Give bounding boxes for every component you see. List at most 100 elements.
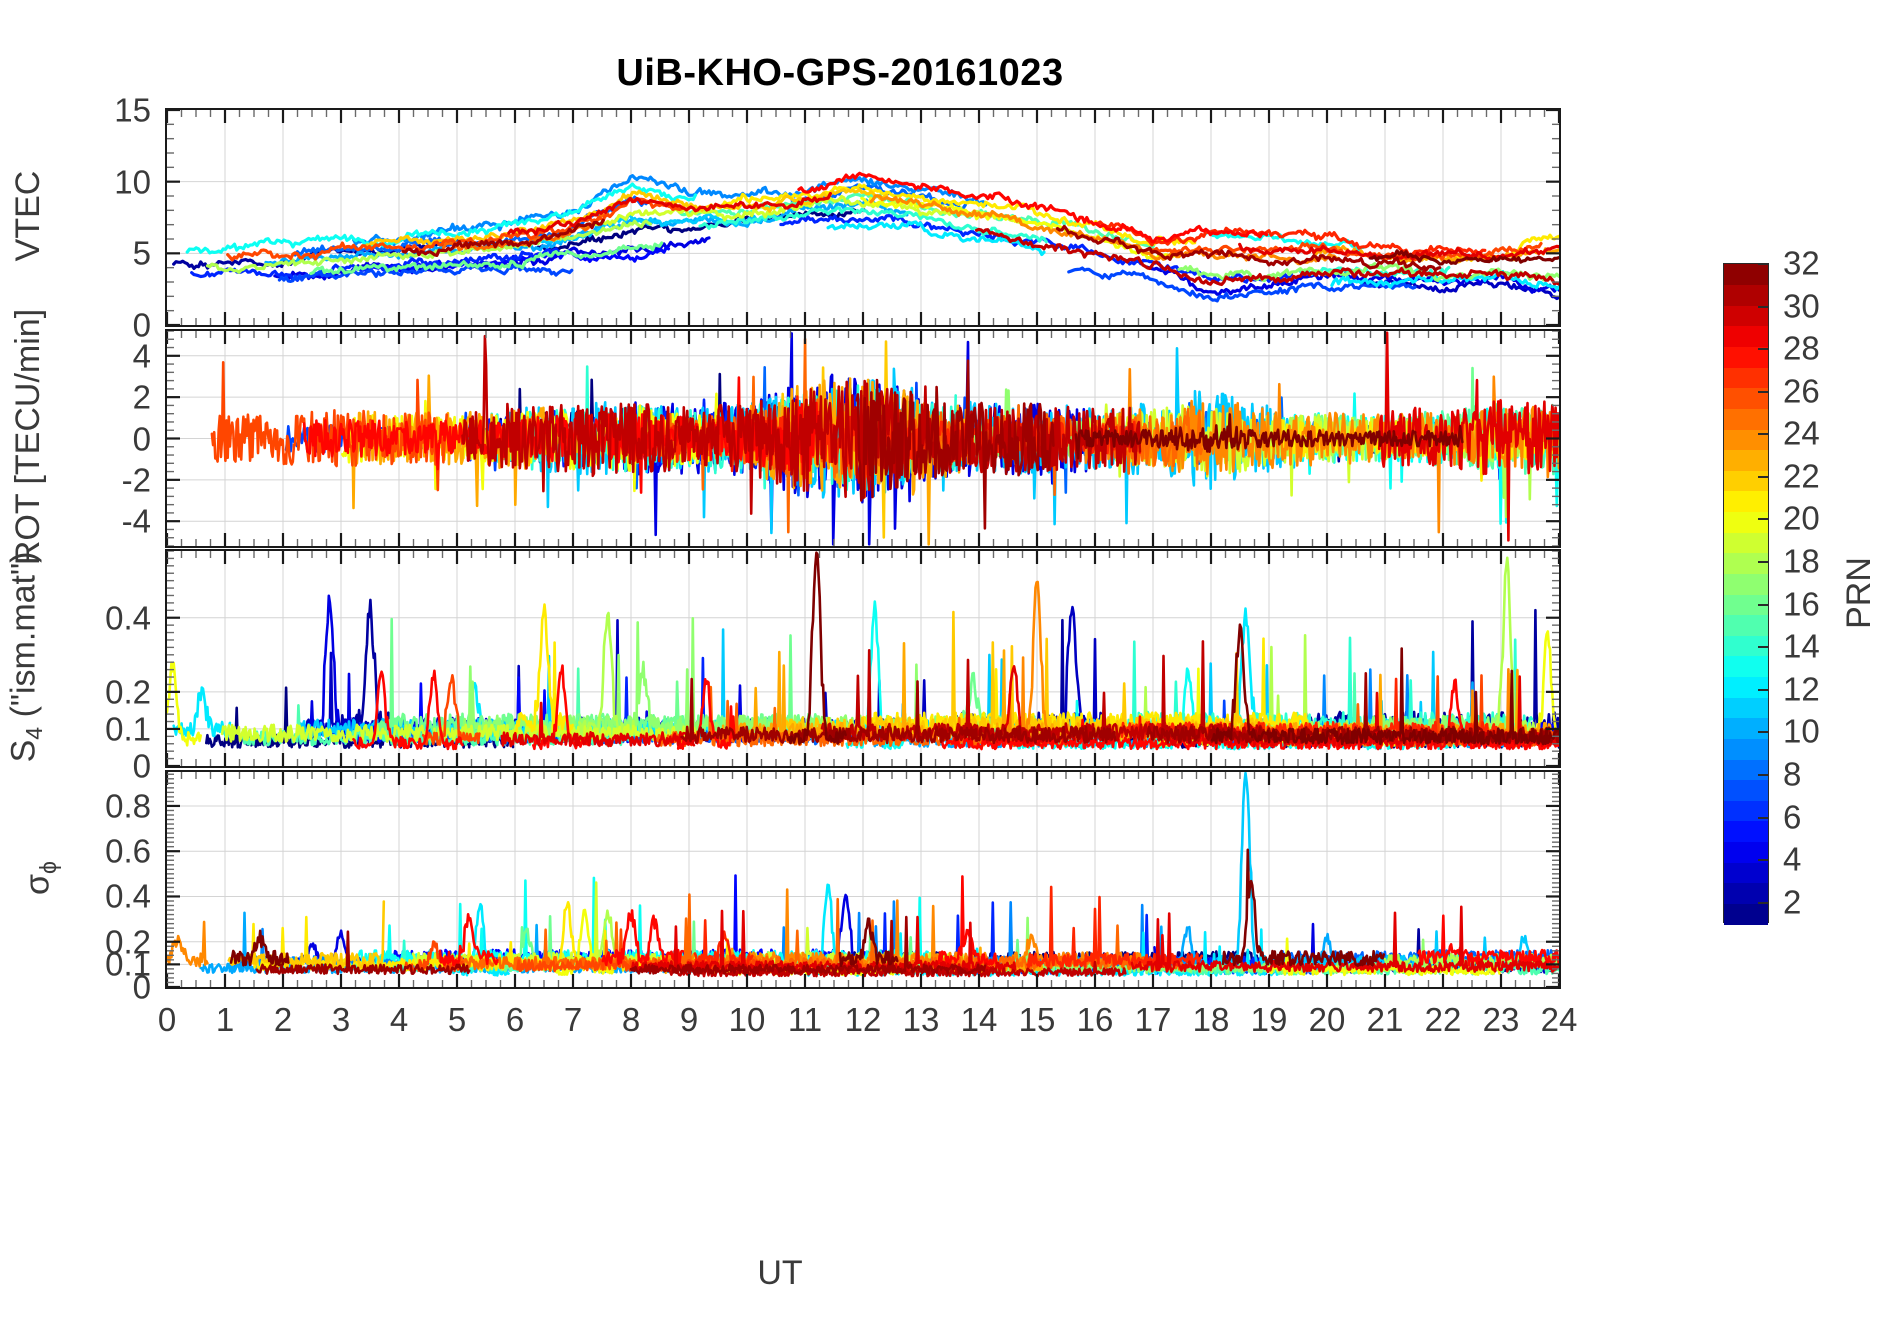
- y-tick-sigma_phi-2: 0.2: [105, 923, 151, 961]
- x-tick-11: 11: [787, 1001, 823, 1038]
- colorbar-segment-3: [1724, 862, 1768, 884]
- series-prn-31: [855, 359, 1055, 530]
- colorbar-segment-13: [1724, 655, 1768, 678]
- colorbar-segment-21: [1724, 490, 1768, 513]
- x-axis-label: UT: [757, 1254, 803, 1292]
- colorbar-label-2: 2: [1783, 883, 1802, 921]
- colorbar-label-28: 28: [1783, 329, 1820, 367]
- colorbar-segment-2: [1724, 882, 1768, 904]
- y-tick-rot-0: -4: [121, 502, 151, 540]
- x-tick-16: 16: [1076, 1001, 1114, 1038]
- colorbar-label-24: 24: [1783, 414, 1820, 452]
- x-tick-22: 22: [1424, 1001, 1462, 1038]
- colorbar-segment-12: [1724, 676, 1768, 698]
- colorbar-label-18: 18: [1783, 542, 1820, 580]
- x-tick-9: 9: [679, 1001, 699, 1038]
- colorbar-segment-18: [1724, 552, 1768, 574]
- colorbar-segment-11: [1724, 697, 1768, 719]
- x-tick-0: 0: [157, 1001, 177, 1038]
- figure-title: UiB-KHO-GPS-20161023: [616, 52, 1064, 94]
- data-traces-s4: [167, 551, 1559, 751]
- colorbar-label-14: 14: [1783, 627, 1820, 665]
- colorbar-segment-4: [1724, 841, 1768, 863]
- x-tick-8: 8: [621, 1001, 641, 1038]
- colorbar-segment-1: [1724, 903, 1768, 925]
- y-tick-s4-3: 0.4: [105, 599, 151, 637]
- y-tick-sigma_phi-3: 0.4: [105, 877, 151, 915]
- series-prn-13: [185, 182, 1365, 255]
- colorbar-label-30: 30: [1783, 287, 1820, 325]
- series-prn-22: [227, 900, 386, 969]
- colorbar-label-20: 20: [1783, 499, 1820, 537]
- x-tick-18: 18: [1192, 1001, 1230, 1038]
- colorbar-segment-24: [1724, 429, 1768, 451]
- series-prn-32: [1368, 249, 1559, 266]
- series-prn-29: [1377, 331, 1559, 542]
- y-tick-vtec-2: 10: [114, 163, 151, 201]
- data-traces-sigma_phi: [167, 772, 1559, 978]
- colorbar-segment-15: [1724, 614, 1768, 636]
- grid-lines: [167, 110, 1559, 325]
- panel-sigma-phi: [165, 770, 1561, 989]
- series-prn-32: [229, 848, 1385, 968]
- series-prn-27: [1096, 220, 1487, 258]
- x-tick-17: 17: [1134, 1001, 1172, 1038]
- series-prn-32: [1074, 413, 1464, 460]
- colorbar-strip[interactable]: [1723, 263, 1769, 925]
- series-prn-18: [205, 219, 653, 274]
- colorbar-label-4: 4: [1783, 840, 1802, 878]
- colorbar-segment-5: [1724, 820, 1768, 843]
- series-prn-11: [538, 211, 767, 245]
- y-tick-sigma_phi-5: 0.8: [105, 787, 151, 825]
- colorbar-segment-17: [1724, 573, 1768, 595]
- x-tick-4: 4: [389, 1001, 409, 1038]
- colorbar-label-26: 26: [1783, 372, 1820, 410]
- colorbar-title: PRN: [1840, 557, 1878, 629]
- colorbar-segment-10: [1724, 717, 1768, 739]
- y-tick-rot-3: 2: [132, 378, 151, 416]
- colorbar-segment-9: [1724, 738, 1768, 760]
- colorbar-segment-22: [1724, 470, 1768, 492]
- colorbar-label-6: 6: [1783, 798, 1802, 836]
- colorbar-label-10: 10: [1783, 712, 1820, 750]
- colorbar-segment-19: [1724, 532, 1768, 554]
- colorbar-label-12: 12: [1783, 670, 1820, 708]
- colorbar-segment-26: [1724, 387, 1768, 409]
- colorbar-segment-29: [1724, 325, 1768, 348]
- tick-marks: [167, 551, 1559, 766]
- colorbar-segment-25: [1724, 408, 1768, 430]
- colorbar-segment-7: [1724, 779, 1768, 801]
- y-tick-s4-1: 0.1: [105, 710, 151, 748]
- y-tick-sigma_phi-0: 0: [132, 968, 151, 1006]
- y-tick-rot-2: 0: [132, 420, 151, 457]
- data-traces-vtec: [172, 171, 1559, 303]
- x-tick-19: 19: [1250, 1001, 1288, 1038]
- x-tick-10: 10: [728, 1001, 766, 1038]
- y-tick-sigma_phi-4: 0.6: [105, 832, 151, 870]
- x-tick-5: 5: [447, 1001, 467, 1038]
- colorbar-segment-31: [1724, 284, 1768, 306]
- x-tick-23: 23: [1482, 1001, 1520, 1038]
- colorbar-segment-28: [1724, 346, 1768, 368]
- series-prn-28: [352, 664, 1559, 751]
- x-tick-21: 21: [1366, 1001, 1404, 1038]
- y-tick-vtec-1: 5: [132, 234, 151, 272]
- y-tick-vtec-3: 15: [114, 91, 151, 129]
- colorbar-label-32: 32: [1783, 244, 1820, 282]
- tick-marks: [167, 110, 1559, 325]
- colorbar-segment-16: [1724, 594, 1768, 616]
- x-tick-6: 6: [505, 1001, 525, 1038]
- tick-marks: [167, 331, 1559, 546]
- series-prn-9: [352, 174, 988, 247]
- panel-s4: [165, 549, 1561, 768]
- x-tick-14: 14: [960, 1001, 998, 1038]
- colorbar-segment-32: [1724, 264, 1768, 286]
- series-prn-32: [787, 551, 1559, 746]
- tick-marks: [167, 772, 1559, 987]
- panel-rot: [165, 329, 1561, 548]
- series-prn-31: [255, 915, 987, 976]
- colorbar-label-8: 8: [1783, 755, 1802, 793]
- colorbar-segment-14: [1724, 635, 1768, 657]
- series-prn-28: [797, 171, 1269, 244]
- y-tick-sigma_phi-1: 0.1: [105, 945, 151, 983]
